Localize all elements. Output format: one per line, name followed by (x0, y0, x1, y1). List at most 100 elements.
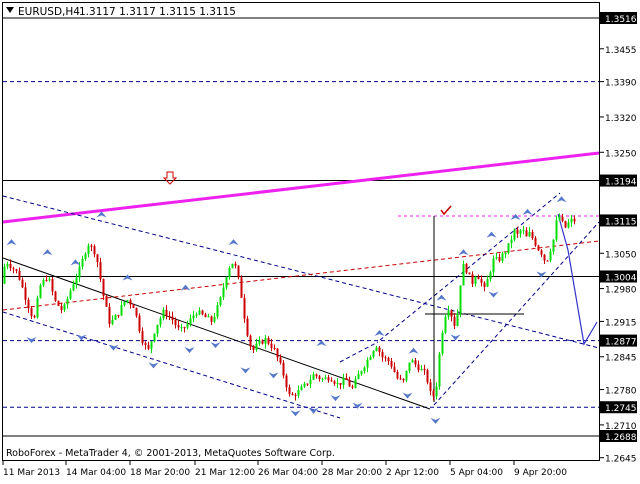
candle-body (552, 239, 555, 252)
candle-body (393, 366, 396, 372)
candle-body (375, 347, 378, 352)
candle-body (489, 272, 492, 280)
candle-body (282, 362, 285, 376)
candle-body (186, 324, 189, 328)
candle-body (483, 282, 486, 287)
candle-body (378, 347, 381, 353)
candle-body (276, 348, 279, 358)
candle-body (396, 371, 399, 379)
candle-body (270, 343, 273, 349)
candle-body (120, 305, 123, 316)
candle-body (60, 305, 63, 310)
candle-body (519, 230, 522, 234)
candle-body (297, 390, 300, 396)
candle-body (525, 230, 528, 237)
time-tick-label: 2 Apr 12:00 (386, 468, 439, 478)
candle-body (303, 383, 306, 387)
candle-body (261, 340, 264, 344)
candle-body (237, 265, 240, 278)
candle-body (318, 376, 321, 380)
price-tick-label: 1.3390 (605, 79, 637, 89)
fractal-down-arrow (430, 417, 441, 424)
candle-body (150, 341, 153, 349)
price-tick-label: 1.3050 (605, 250, 637, 260)
price-level-badge (600, 214, 637, 227)
candle-body (96, 254, 99, 263)
candle-body (102, 279, 105, 297)
candle-body (474, 277, 477, 284)
candle-body (447, 310, 450, 317)
candle-body (174, 319, 177, 325)
candle-body (327, 377, 330, 381)
fractal-up-arrow (522, 208, 533, 215)
candle-body (477, 277, 480, 280)
triangle-down-icon[interactable] (6, 7, 14, 13)
candle-body (513, 229, 516, 240)
candle-body (315, 374, 318, 377)
candle-body (15, 269, 18, 271)
candle-body (66, 298, 69, 305)
fractal-up-arrow (180, 284, 191, 291)
candle-body (75, 277, 78, 285)
candle-body (369, 357, 372, 360)
candle-body (468, 272, 471, 275)
candle-body (411, 360, 414, 363)
candle-body (129, 300, 132, 305)
price-level-badge (600, 174, 637, 187)
candle-body (387, 357, 390, 362)
candle-body (339, 383, 342, 385)
candle-body (156, 324, 159, 334)
candle-body (3, 266, 6, 284)
rising-channel-lower (433, 221, 600, 406)
plot-frame (2, 2, 600, 461)
price-tick-label: 1.2745 (605, 404, 637, 414)
candle-body (27, 299, 30, 309)
candle-body (153, 333, 156, 342)
candle-body (423, 368, 426, 371)
candle-body (354, 379, 357, 388)
candle-body (543, 254, 546, 261)
candle-body (201, 310, 204, 315)
price-tick-label: 1.3115 (605, 217, 637, 227)
candle-body (114, 314, 117, 320)
fractal-down-arrow (290, 410, 301, 417)
magenta-trend-line (2, 151, 600, 224)
candle-body (12, 268, 15, 270)
fractal-up-arrow (42, 249, 53, 256)
candle-body (381, 352, 384, 358)
candle-body (93, 246, 96, 255)
fractal-up-arrow (556, 196, 567, 203)
candle-body (132, 304, 135, 308)
down-arrow-icon (162, 171, 178, 185)
candle-body (21, 279, 24, 288)
candle-body (51, 279, 54, 292)
candle-body (33, 316, 36, 318)
candle-body (312, 374, 315, 380)
candle-body (486, 279, 489, 287)
candle-body (498, 257, 501, 261)
candle-body (168, 315, 171, 317)
price-tick-label: 1.2780 (605, 387, 637, 397)
time-axis[interactable]: 11 Mar 2013 14 Mar 04:00 18 Mar 20:00 21 Ma… (2, 461, 567, 478)
candle-body (105, 296, 108, 307)
candle-body (54, 291, 57, 301)
time-tick-label: 5 Apr 04:00 (450, 468, 503, 478)
fractal-up-arrow (408, 347, 419, 354)
candle-body (135, 307, 138, 316)
candle-body (516, 229, 519, 234)
candle-body (501, 253, 504, 261)
price-tick-label: 1.2710 (605, 422, 637, 432)
candle-body (195, 314, 198, 316)
candle-body (294, 394, 297, 396)
candle-body (573, 218, 576, 222)
price-tick-label: 1.3320 (605, 114, 637, 124)
price-tick-label: 1.2980 (605, 286, 637, 296)
candle-body (249, 335, 252, 347)
candle-body (69, 290, 72, 299)
copyright-text: RoboForex - MetaTrader 4, © 2001-2013, M… (6, 448, 335, 459)
price-axis[interactable]: 1.3516 1.3455 1.3390 1.3320 1.3250 1.3194 1.31… (600, 12, 637, 465)
fractal-down-arrow (240, 367, 251, 374)
fractal-up-arrow (6, 239, 17, 246)
